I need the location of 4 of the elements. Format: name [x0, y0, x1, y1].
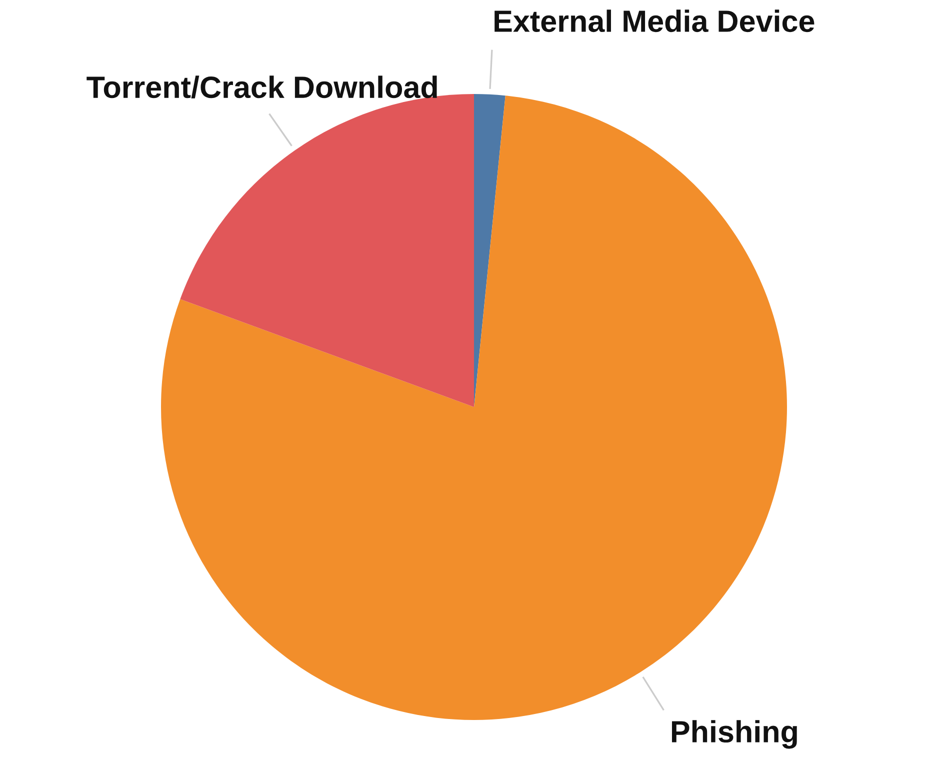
pie-slice [474, 94, 506, 407]
slice-label: External Media Device [494, 10, 814, 32]
slice-label: Torrent/Crack Download [86, 76, 437, 98]
slice-label: Phishing [672, 720, 797, 749]
